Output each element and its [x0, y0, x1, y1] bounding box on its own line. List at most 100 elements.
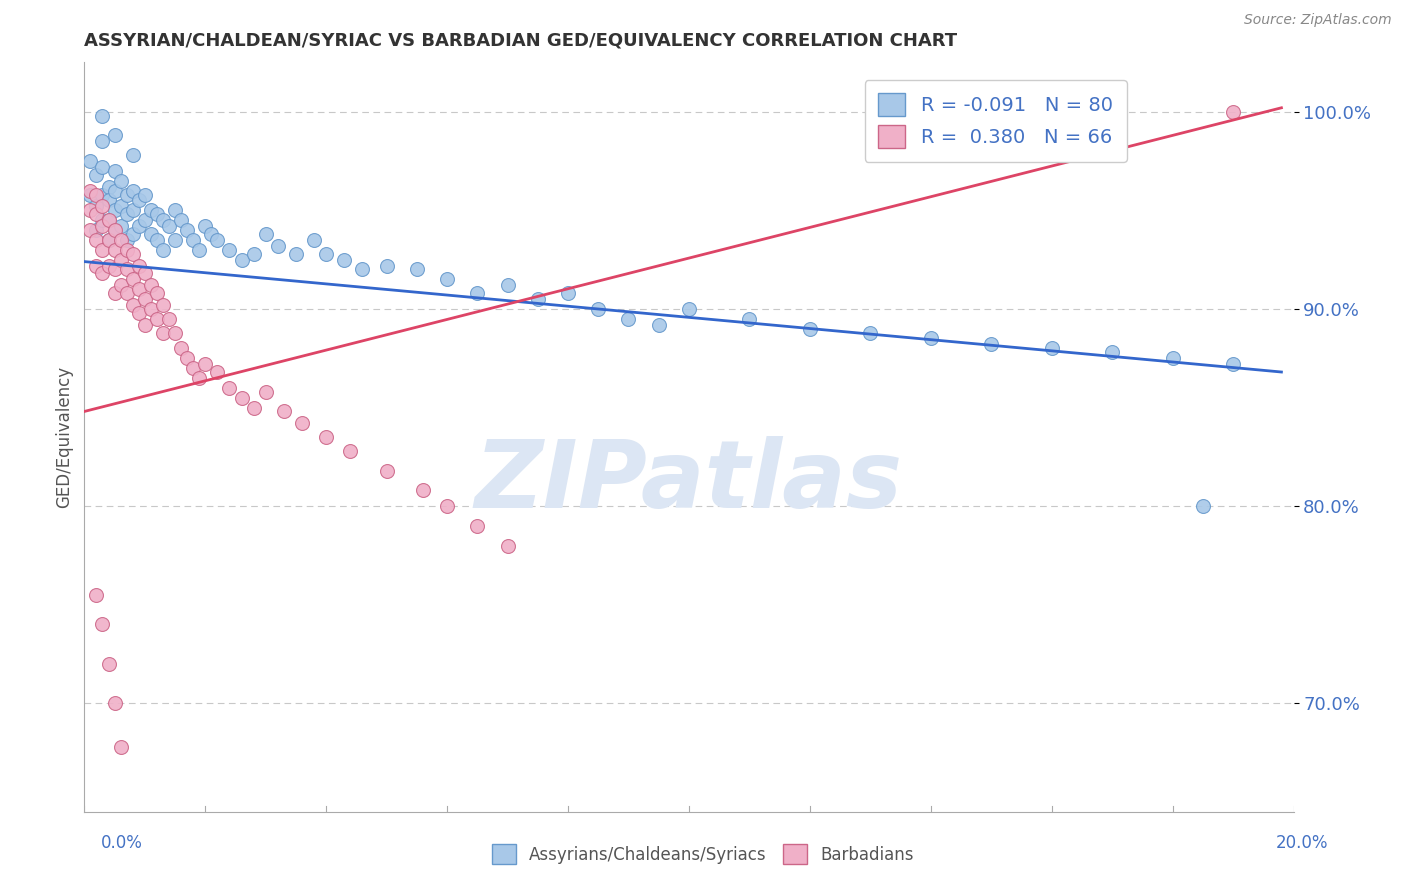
Point	[146, 233, 169, 247]
Point	[97, 259, 120, 273]
Point	[110, 219, 132, 233]
Point	[207, 233, 229, 247]
Point	[496, 539, 519, 553]
Point	[115, 187, 138, 202]
Point	[86, 223, 108, 237]
Point	[375, 464, 398, 478]
Point	[152, 326, 174, 340]
Point	[86, 588, 108, 602]
Point	[980, 337, 1002, 351]
Point	[496, 278, 519, 293]
Text: Source: ZipAtlas.com: Source: ZipAtlas.com	[1244, 13, 1392, 28]
Point	[1040, 342, 1063, 356]
Point	[339, 443, 361, 458]
Point	[467, 518, 489, 533]
Point	[86, 199, 108, 213]
Point	[121, 246, 143, 260]
Point	[176, 351, 198, 366]
Point	[157, 311, 180, 326]
Point	[134, 187, 156, 202]
Point	[165, 233, 187, 247]
Point	[115, 207, 138, 221]
Point	[97, 213, 120, 227]
Point	[588, 301, 610, 316]
Point	[104, 286, 127, 301]
Point	[527, 292, 550, 306]
Point	[91, 187, 114, 202]
Point	[79, 184, 101, 198]
Point	[110, 199, 132, 213]
Point	[165, 326, 187, 340]
Point	[194, 357, 217, 371]
Point	[218, 381, 240, 395]
Point	[799, 321, 821, 335]
Point	[352, 262, 374, 277]
Point	[104, 128, 127, 143]
Point	[91, 199, 114, 213]
Point	[157, 219, 180, 233]
Point	[375, 259, 398, 273]
Point	[254, 227, 277, 241]
Point	[139, 301, 162, 316]
Point	[91, 267, 114, 281]
Point	[104, 184, 127, 198]
Point	[134, 292, 156, 306]
Point	[91, 617, 114, 632]
Point	[128, 282, 150, 296]
Point	[97, 194, 120, 208]
Point	[242, 401, 264, 415]
Y-axis label: GED/Equivalency: GED/Equivalency	[55, 366, 73, 508]
Point	[231, 391, 253, 405]
Point	[285, 246, 308, 260]
Point	[557, 286, 579, 301]
Point	[97, 179, 120, 194]
Point	[139, 227, 162, 241]
Text: 20.0%: 20.0%	[1277, 834, 1329, 852]
Point	[115, 286, 138, 301]
Point	[188, 371, 211, 385]
Point	[104, 164, 127, 178]
Point	[115, 243, 138, 257]
Point	[121, 203, 143, 218]
Point	[110, 252, 132, 267]
Point	[1101, 345, 1123, 359]
Point	[467, 286, 489, 301]
Point	[134, 267, 156, 281]
Point	[436, 499, 458, 513]
Point	[170, 213, 193, 227]
Point	[110, 278, 132, 293]
Point	[291, 417, 314, 431]
Point	[86, 259, 108, 273]
Point	[152, 243, 174, 257]
Point	[79, 203, 101, 218]
Point	[128, 194, 150, 208]
Point	[1222, 357, 1244, 371]
Point	[121, 148, 143, 162]
Point	[152, 298, 174, 312]
Point	[738, 311, 761, 326]
Point	[1222, 104, 1244, 119]
Point	[91, 219, 114, 233]
Point	[110, 233, 132, 247]
Point	[86, 233, 108, 247]
Point	[181, 233, 204, 247]
Point	[176, 223, 198, 237]
Point	[1161, 351, 1184, 366]
Point	[91, 109, 114, 123]
Point	[146, 286, 169, 301]
Point	[91, 160, 114, 174]
Point	[617, 311, 640, 326]
Point	[128, 259, 150, 273]
Point	[110, 174, 132, 188]
Point	[104, 223, 127, 237]
Point	[121, 272, 143, 286]
Point	[91, 213, 114, 227]
Point	[1192, 499, 1215, 513]
Point	[200, 227, 222, 241]
Point	[86, 187, 108, 202]
Point	[146, 207, 169, 221]
Point	[315, 430, 337, 444]
Point	[181, 361, 204, 376]
Point	[104, 223, 127, 237]
Point	[115, 233, 138, 247]
